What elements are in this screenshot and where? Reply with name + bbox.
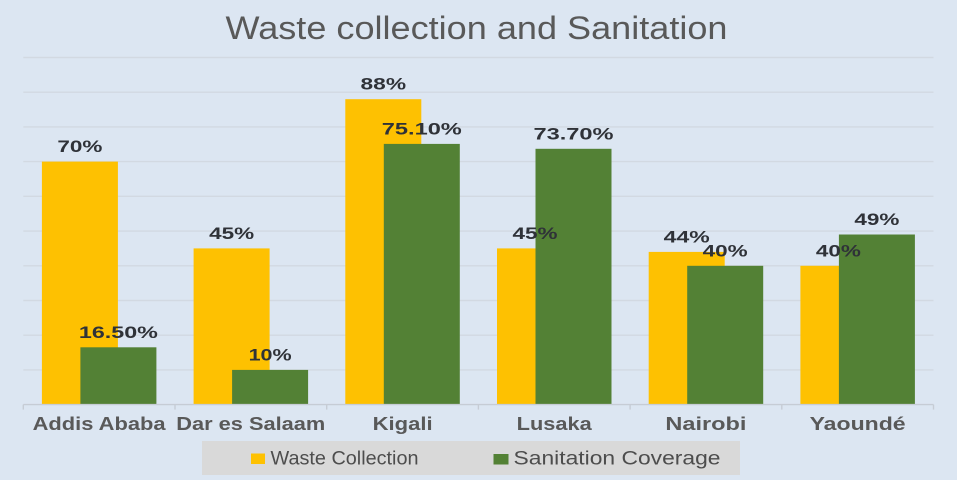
svg-text:70%: 70% — [57, 137, 102, 156]
svg-text:Waste Collection: Waste Collection — [271, 449, 419, 470]
svg-text:44%: 44% — [664, 227, 710, 246]
svg-text:40%: 40% — [703, 241, 748, 260]
svg-text:40%: 40% — [816, 241, 861, 260]
svg-text:Yaoundé: Yaoundé — [810, 414, 906, 434]
svg-text:Dar es Salaam: Dar es Salaam — [176, 414, 325, 434]
svg-text:88%: 88% — [361, 75, 407, 94]
svg-text:Addis Ababa: Addis Ababa — [33, 414, 167, 434]
svg-text:Nairobi: Nairobi — [665, 414, 746, 434]
svg-text:75.10%: 75.10% — [382, 119, 462, 138]
svg-text:Lusaka: Lusaka — [517, 414, 593, 434]
svg-text:73.70%: 73.70% — [534, 124, 614, 143]
svg-text:49%: 49% — [854, 210, 899, 229]
svg-text:45%: 45% — [209, 224, 254, 243]
svg-text:45%: 45% — [513, 224, 558, 243]
svg-text:10%: 10% — [249, 345, 292, 364]
svg-text:Waste collection and Sanitatio: Waste collection and Sanitation — [226, 10, 728, 46]
svg-text:16.50%: 16.50% — [79, 323, 158, 342]
svg-text:Sanitation Coverage: Sanitation Coverage — [514, 449, 721, 470]
svg-text:Kigali: Kigali — [373, 414, 433, 434]
